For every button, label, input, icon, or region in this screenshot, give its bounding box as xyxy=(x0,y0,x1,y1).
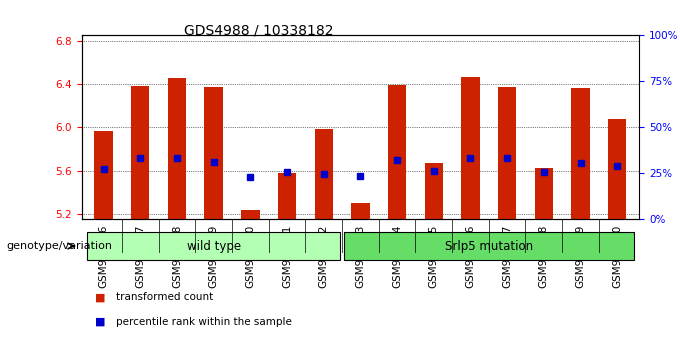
Bar xyxy=(498,87,516,219)
Bar xyxy=(571,88,590,219)
Bar xyxy=(424,163,443,219)
Bar xyxy=(534,167,553,219)
Text: genotype/variation: genotype/variation xyxy=(7,241,113,251)
Bar xyxy=(95,131,113,219)
Text: ■: ■ xyxy=(95,317,105,327)
FancyBboxPatch shape xyxy=(344,232,634,261)
Text: percentile rank within the sample: percentile rank within the sample xyxy=(116,317,292,327)
Bar xyxy=(278,173,296,219)
Bar xyxy=(388,85,406,219)
Bar xyxy=(131,86,150,219)
Text: Srlp5 mutation: Srlp5 mutation xyxy=(445,240,533,252)
Bar xyxy=(608,119,626,219)
Text: transformed count: transformed count xyxy=(116,292,213,302)
Bar xyxy=(461,76,479,219)
Text: wild type: wild type xyxy=(186,240,241,252)
Bar xyxy=(168,78,186,219)
Bar xyxy=(352,203,369,219)
Text: ■: ■ xyxy=(95,292,105,302)
FancyBboxPatch shape xyxy=(87,232,340,261)
Text: GDS4988 / 10338182: GDS4988 / 10338182 xyxy=(184,23,333,37)
Bar xyxy=(205,87,223,219)
Bar xyxy=(315,129,333,219)
Bar xyxy=(241,210,260,219)
